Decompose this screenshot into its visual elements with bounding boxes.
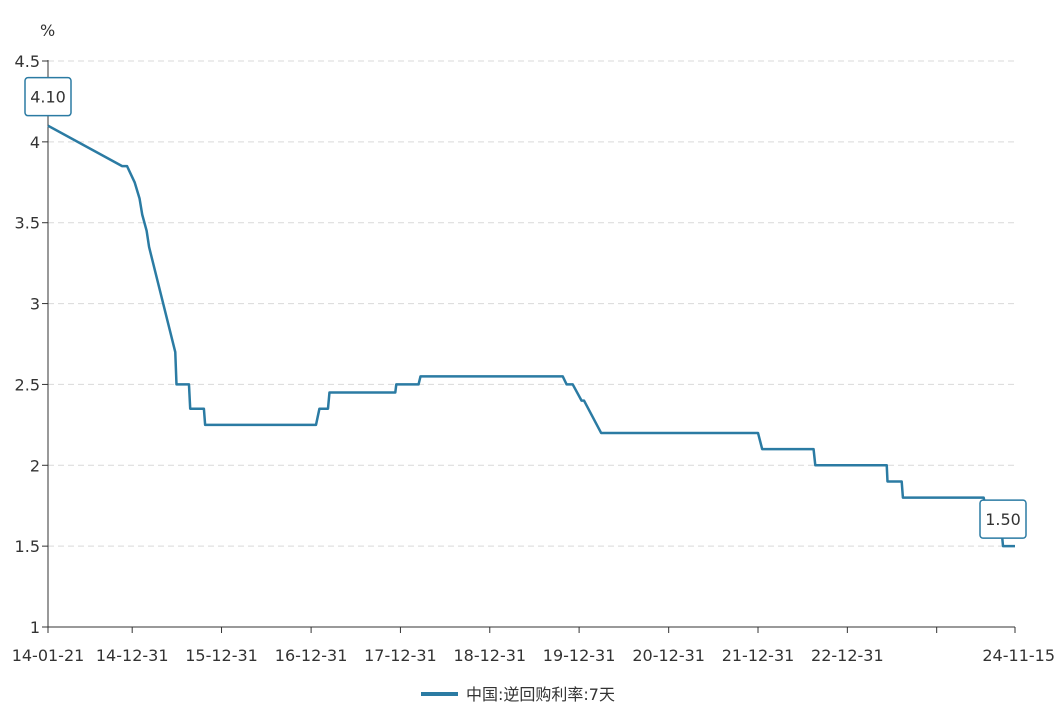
y-unit-label: % [40, 21, 55, 40]
y-tick-label: 4.5 [15, 52, 40, 71]
x-tick-label: 22-12-31 [811, 646, 884, 665]
series-line [47, 124, 1015, 548]
x-tick-label: 21-12-31 [722, 646, 795, 665]
legend[interactable]: 中国:逆回购利率:7天 [421, 685, 615, 704]
x-tick-label: 24-11-15 [982, 646, 1055, 665]
callout-box [979, 499, 1027, 539]
y-tick-label: 1 [30, 618, 40, 637]
y-tick-label: 2 [30, 456, 40, 475]
y-tick-label: 3.5 [15, 214, 40, 233]
x-tick-label: 17-12-31 [364, 646, 437, 665]
callouts: 4.10 1.50 [24, 76, 1027, 539]
callout-label: 4.10 [30, 88, 66, 107]
axes: % 1 1.5 2 2.5 3 3.5 4 4.5 14-01-21 14-12-31 15-12-… [12, 21, 1055, 665]
y-tick-label: 4 [30, 133, 40, 152]
x-tick-label: 14-12-31 [96, 646, 169, 665]
x-tick-label: 20-12-31 [632, 646, 705, 665]
callout-label: 1.50 [985, 510, 1021, 529]
value-callout: 4.10 [24, 76, 72, 117]
series-layer [47, 124, 1015, 548]
x-tick-label: 18-12-31 [453, 646, 526, 665]
grid-lines [48, 60, 1015, 547]
legend-label[interactable]: 中国:逆回购利率:7天 [466, 685, 615, 704]
callout-box [24, 76, 72, 117]
x-tick-label: 19-12-31 [543, 646, 616, 665]
y-tick-label: 1.5 [15, 537, 40, 556]
y-tick-label: 3 [30, 295, 40, 314]
x-tick-label: 15-12-31 [185, 646, 258, 665]
y-tick-label: 2.5 [15, 375, 40, 394]
x-tick-label: 16-12-31 [275, 646, 348, 665]
x-tick-label: 14-01-21 [12, 646, 85, 665]
value-callout: 1.50 [979, 499, 1027, 539]
